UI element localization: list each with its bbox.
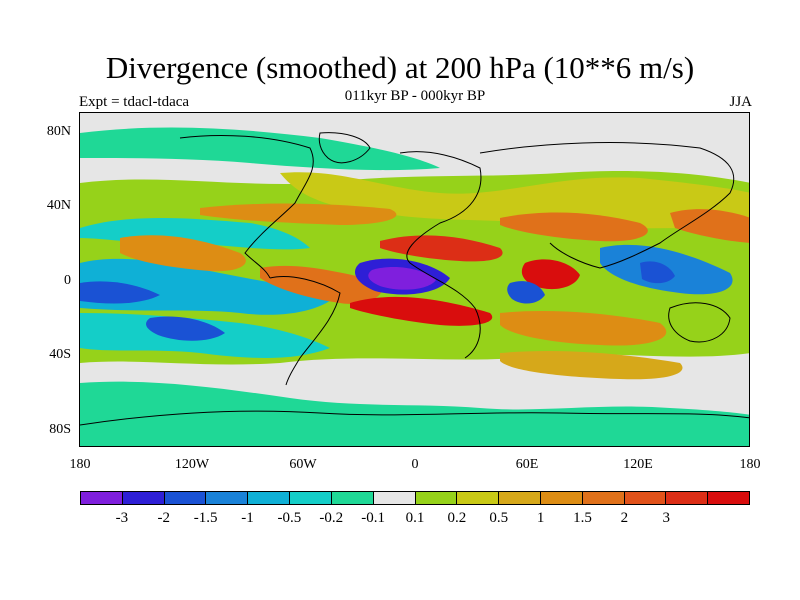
colorbar-label: -0.2 [319,510,344,526]
colorbar-label: 0.2 [447,510,467,526]
patch-atlantic-min-core [368,266,436,290]
colorbar-swatch [582,492,625,504]
lat-tick-0: 0 [64,273,71,288]
patch-west-pacific-orange [670,209,749,243]
colorbar-label: -1.5 [193,510,218,526]
patch-pacific-blue [80,281,160,304]
lat-tick-80n: 80N [46,124,71,139]
patch-asia-orange [500,212,648,242]
colorbar-swatch [373,492,416,504]
coastline-antarctica [80,410,749,426]
colorbar-label: 3 [662,510,671,526]
divergence-map [80,113,749,446]
coastline-north-america [179,134,314,279]
lat-tick-80s: 80S [49,422,71,437]
patch-indian-ocean-orange [500,311,667,346]
patch-arctic-cyan [80,127,440,171]
lon-tick-120w: 120W [174,457,210,472]
patch-atlantic-red-band [380,235,503,262]
colorbar-swatch [81,492,123,504]
colorbar-swatch [290,492,332,504]
colorbar-swatch [331,492,374,504]
season-label: JJA [729,94,752,110]
colorbar-label: -0.5 [277,510,302,526]
lon-tick-120e: 120E [623,457,653,472]
lon-tick-60w: 60W [289,457,317,472]
lon-tick-180w: 180 [69,457,91,472]
lon-tick-0: 0 [411,457,419,472]
patch-indonesia-blue [640,261,675,284]
colorbar-label: -3 [115,510,129,526]
colorbar-swatch [540,492,583,504]
patch-central-pacific-orange [120,235,246,272]
colorbar-label: -2 [157,510,171,526]
coastline-south-america [269,275,341,386]
chart-title: Divergence (smoothed) at 200 hPa (10**6 … [105,50,695,85]
coastlines [80,132,749,426]
patch-south-america-orange [260,265,383,304]
patch-south-atlantic-red-band [350,296,493,326]
colorbar-swatch [624,492,667,504]
patch-south-pacific-blue [146,316,225,341]
colorbar-label: -0.1 [361,510,385,526]
colorbar-swatch [164,492,207,504]
lat-tick-40s: 40S [49,347,71,362]
colorbar-label: 2 [620,510,629,526]
colorbar-label: 0.5 [489,510,509,526]
patch-south-indian-yellow [500,351,683,380]
coastline-asia [479,142,735,269]
patch-arabian-sea-red [521,259,580,290]
patch-north-atlantic-orange [200,203,397,225]
patch-pacific-negative [80,258,340,315]
colorbar-label: 1 [536,510,545,526]
colorbar-swatch [499,492,541,504]
colorbar-swatch [708,492,749,504]
field-patches [80,127,749,446]
colorbar-label: 0.1 [405,510,425,526]
colorbar [80,491,750,505]
lon-tick-60e: 60E [515,457,539,472]
colorbar-swatch [248,492,291,504]
lat-tick-40n: 40N [46,198,71,213]
colorbar-label: 1.5 [573,510,592,526]
map-panel [79,112,750,447]
patch-midlat-yellow [280,172,749,233]
experiment-label: Expt = tdacl-tdaca [79,94,190,110]
colorbar-swatch [206,492,249,504]
colorbar-swatch [415,492,458,504]
coastline-australia [668,302,731,343]
patch-east-africa-blue [507,281,545,304]
coastline-europe-africa [399,151,482,359]
colorbar-swatch [666,492,709,504]
colorbar-swatch [122,492,165,504]
colorbar-swatch [457,492,500,504]
chart-subtitle: 011kyr BP - 000kyr BP [344,88,486,104]
coastline-greenland [318,132,371,164]
lon-tick-180e: 180 [739,457,761,472]
colorbar-label: -1 [241,510,254,526]
patch-south-ocean-cyan [80,381,749,446]
